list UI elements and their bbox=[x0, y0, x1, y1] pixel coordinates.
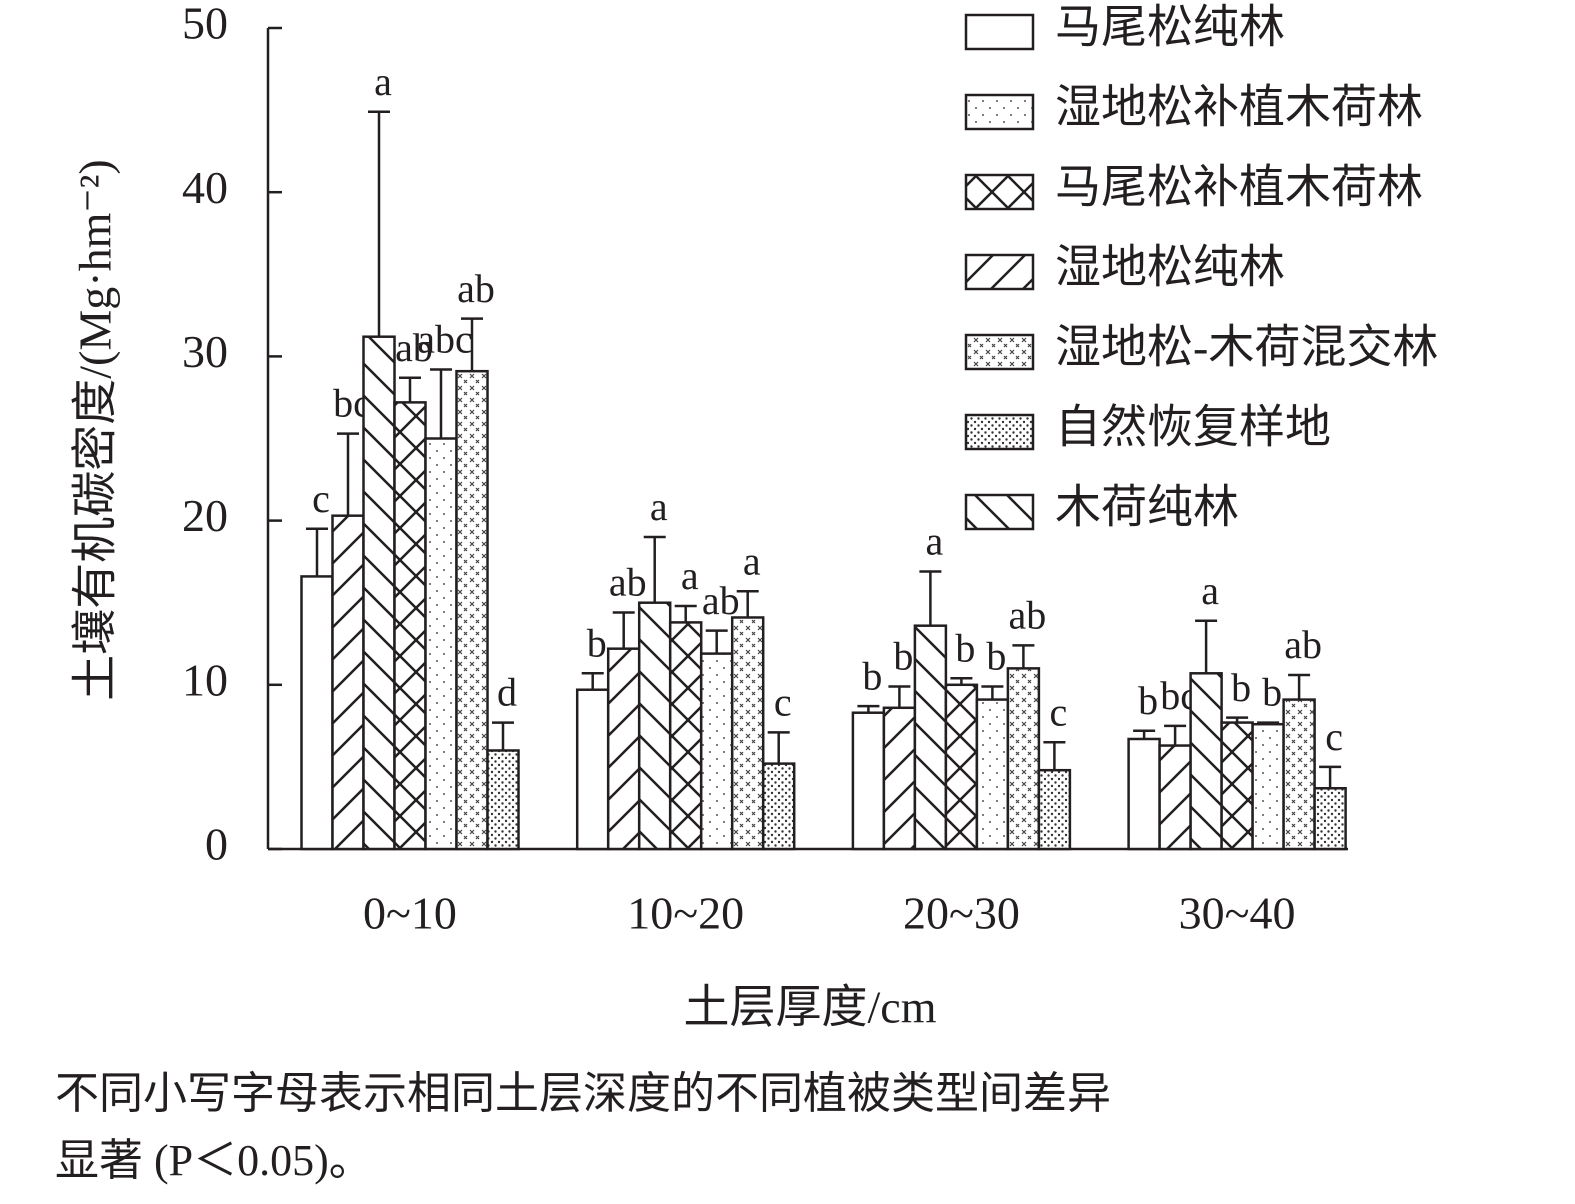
significance-letter: ab bbox=[702, 578, 740, 623]
bar bbox=[424, 437, 458, 851]
bar bbox=[575, 688, 610, 851]
y-tick-label: 40 bbox=[182, 162, 228, 213]
legend-label: 木荷纯林 bbox=[1055, 482, 1239, 533]
legend-swatch bbox=[964, 13, 1035, 51]
y-tick-label: 30 bbox=[182, 326, 228, 377]
significance-letter: ab bbox=[609, 560, 647, 605]
significance-letter: a bbox=[926, 519, 944, 564]
significance-letter: b bbox=[1231, 665, 1251, 710]
bar bbox=[975, 698, 1010, 851]
y-tick-label: 20 bbox=[182, 490, 228, 541]
legend-label: 马尾松纯林 bbox=[1055, 2, 1285, 53]
bar bbox=[851, 711, 886, 851]
bar bbox=[455, 369, 489, 851]
bar bbox=[1313, 786, 1347, 851]
legend-swatch bbox=[964, 253, 1035, 291]
legend-label: 湿地松纯林 bbox=[1055, 242, 1285, 293]
bar bbox=[913, 624, 948, 851]
bar bbox=[300, 575, 334, 851]
significance-letter: d bbox=[497, 670, 517, 715]
bar bbox=[730, 616, 765, 851]
x-tick-label: 0~10 bbox=[363, 888, 457, 939]
bar bbox=[761, 762, 796, 851]
significance-letter: c bbox=[774, 680, 792, 725]
legend-label: 马尾松补植木荷林 bbox=[1055, 162, 1423, 213]
significance-letter: b bbox=[1138, 678, 1158, 723]
legend-swatch bbox=[964, 93, 1035, 131]
significance-letter: abc bbox=[417, 317, 473, 362]
significance-letter: b bbox=[587, 620, 607, 665]
significance-letter: a bbox=[681, 553, 699, 598]
y-tick-label: 10 bbox=[182, 654, 228, 705]
significance-letter: ab bbox=[457, 266, 495, 311]
bar bbox=[1037, 768, 1072, 851]
bar bbox=[637, 601, 672, 851]
bar bbox=[1189, 672, 1223, 851]
bar bbox=[1127, 737, 1161, 851]
bar bbox=[944, 683, 979, 851]
bar bbox=[486, 749, 520, 851]
significance-letter: b bbox=[955, 625, 975, 670]
significance-letter: a bbox=[1201, 568, 1219, 613]
legend-label: 自然恢复样地 bbox=[1055, 402, 1331, 453]
bar bbox=[1158, 744, 1192, 851]
significance-letter: ab bbox=[1009, 593, 1047, 638]
significance-letter: b bbox=[986, 634, 1006, 679]
legend-label: 湿地松补植木荷林 bbox=[1055, 82, 1423, 133]
y-axis-label: 土壤有机碳密度/(Mg·hm⁻²) bbox=[70, 159, 121, 701]
significance-letter: b bbox=[862, 653, 882, 698]
significance-letter: a bbox=[650, 484, 668, 529]
note: 显著 (P＜0.05)。 bbox=[55, 1136, 373, 1185]
bar bbox=[1006, 667, 1041, 851]
bar bbox=[668, 621, 703, 851]
x-tick-label: 10~20 bbox=[627, 888, 744, 939]
bar bbox=[362, 335, 396, 851]
legend-swatch bbox=[964, 173, 1035, 211]
significance-letter: c bbox=[312, 476, 330, 521]
bar bbox=[1220, 721, 1254, 851]
significance-letter: a bbox=[743, 538, 761, 583]
legend-swatch bbox=[964, 493, 1035, 531]
bar bbox=[1282, 698, 1316, 851]
y-tick-label: 50 bbox=[182, 0, 228, 49]
bar bbox=[393, 401, 427, 851]
bar bbox=[1251, 722, 1285, 851]
y-tick-label: 0 bbox=[205, 819, 228, 870]
significance-letter: c bbox=[1325, 714, 1343, 759]
legend-swatch bbox=[964, 413, 1035, 451]
significance-letter: b bbox=[893, 634, 913, 679]
legend-label: 湿地松-木荷混交林 bbox=[1055, 322, 1438, 373]
x-tick-label: 20~30 bbox=[903, 888, 1020, 939]
bar bbox=[331, 514, 365, 851]
significance-letter: ab bbox=[395, 325, 433, 370]
legend-swatch bbox=[964, 333, 1035, 371]
bar bbox=[882, 706, 917, 851]
bar bbox=[606, 647, 641, 851]
significance-letter: c bbox=[1050, 689, 1068, 734]
x-tick-label: 30~40 bbox=[1179, 888, 1296, 939]
bar bbox=[699, 652, 734, 851]
significance-letter: b bbox=[1262, 670, 1282, 715]
significance-letter: ab bbox=[1284, 622, 1322, 667]
note: 不同小写字母表示相同土层深度的不同植被类型间差异 bbox=[55, 1069, 1111, 1118]
x-axis-label: 土层厚度/cm bbox=[684, 982, 937, 1033]
significance-letter: a bbox=[374, 59, 392, 104]
